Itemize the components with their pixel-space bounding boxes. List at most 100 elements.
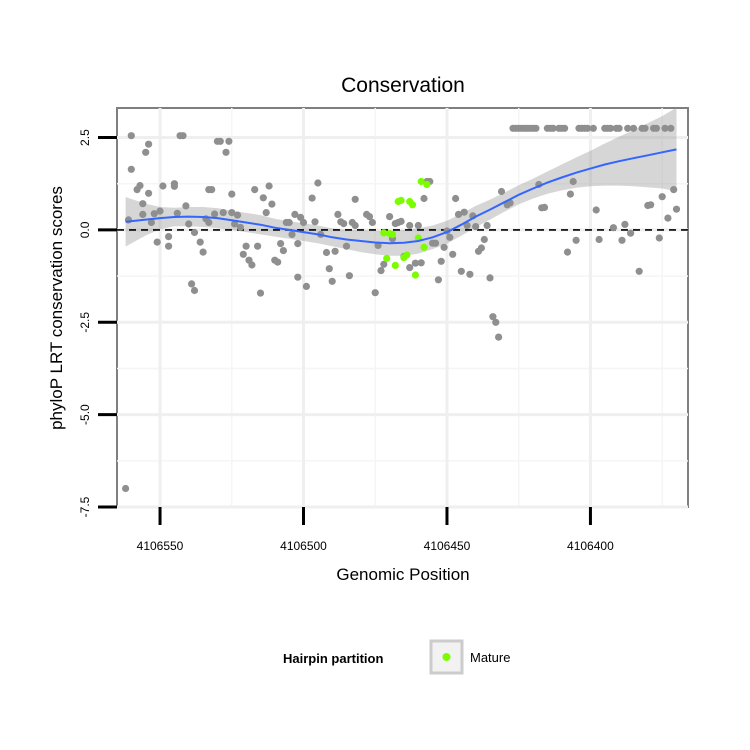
point-other [492,318,500,326]
point-other [294,240,302,248]
point-other [618,236,626,244]
y-tick-label: -5.0 [78,404,92,425]
y-tick-label: 0.0 [78,221,92,238]
point-other [325,265,333,273]
point-mature [397,196,405,204]
point-other [314,179,322,187]
point-other [495,333,503,341]
point-other [251,186,259,194]
point-other [540,203,549,211]
point-other [440,243,448,251]
point-other [549,124,557,132]
point-other [299,218,308,227]
point-other [165,242,173,250]
point-other [288,230,296,238]
point-other [486,274,494,282]
point-other [225,137,233,145]
point-other [641,124,649,132]
point-other [661,124,669,132]
point-other [127,132,135,140]
point-other [463,221,471,230]
point-mature [403,251,411,259]
point-other [208,186,216,194]
plot-panel-border [116,107,689,508]
point-other [417,259,425,267]
y-axis-title: phyloP LRT conservation scores [47,186,66,430]
point-other [285,218,293,227]
point-other [483,221,491,230]
confidence-band [125,107,677,256]
point-other [472,223,480,231]
point-other [342,242,351,250]
smooth-confidence-band [125,107,677,256]
point-other [139,210,147,218]
point-other [190,228,199,237]
point-other [449,250,457,258]
point-other [142,148,150,156]
point-other [254,242,262,250]
y-tick-label: 2.5 [78,129,92,146]
point-other [150,210,158,218]
point-other [262,209,270,217]
y-tick-label: -7.5 [78,496,92,517]
point-other [127,165,135,173]
x-tick-label: 4106500 [280,539,327,553]
y-tick-label: -2.5 [78,312,92,333]
chart-title: Conservation [341,74,465,97]
x-axis-title: Genomic Position [336,565,469,584]
point-other [629,124,638,132]
point-other [566,190,575,198]
point-other [242,242,250,250]
legend-label-mature: Mature [470,650,510,665]
point-other [331,247,339,255]
point-other [377,267,385,275]
point-other [179,132,187,140]
point-other [239,250,247,258]
point-other [460,208,468,216]
point-other [156,207,164,215]
point-other [211,210,219,218]
point-other [153,238,161,246]
point-other [216,137,224,145]
smooth-line [125,148,677,245]
point-other [231,220,239,228]
point-other [667,124,675,132]
point-other [311,218,319,226]
point-other [274,258,282,266]
point-other [328,277,336,285]
x-tick-label: 4106550 [137,539,184,553]
point-other [414,221,422,230]
point-other [670,186,678,194]
point-other [561,124,569,132]
point-other [406,221,414,230]
point-other [222,148,230,156]
point-other [437,257,445,265]
point-other [185,220,193,228]
point-other [139,200,147,208]
point-other [532,124,540,132]
y-axis: 2.5 0.0 -2.5 -5.0 -7.5 [78,129,117,517]
point-mature [417,177,425,186]
point-other [188,280,196,288]
point-other [322,248,331,257]
point-other [340,220,348,228]
point-other [170,180,178,188]
point-other [489,313,497,321]
point-other [122,484,130,493]
point-other [291,210,299,218]
point-other [420,194,428,203]
point-other [351,195,359,203]
point-other [334,210,342,218]
point-mature [408,201,417,209]
x-tick-label: 4106400 [567,539,614,553]
point-other [268,200,276,208]
point-other [446,233,454,241]
point-other [277,240,285,248]
point-other [466,270,474,278]
plot-panel [116,107,689,509]
point-mature [411,271,419,279]
point-other [256,289,265,297]
point-other [584,124,592,132]
point-other [434,276,442,284]
point-other [406,264,414,272]
